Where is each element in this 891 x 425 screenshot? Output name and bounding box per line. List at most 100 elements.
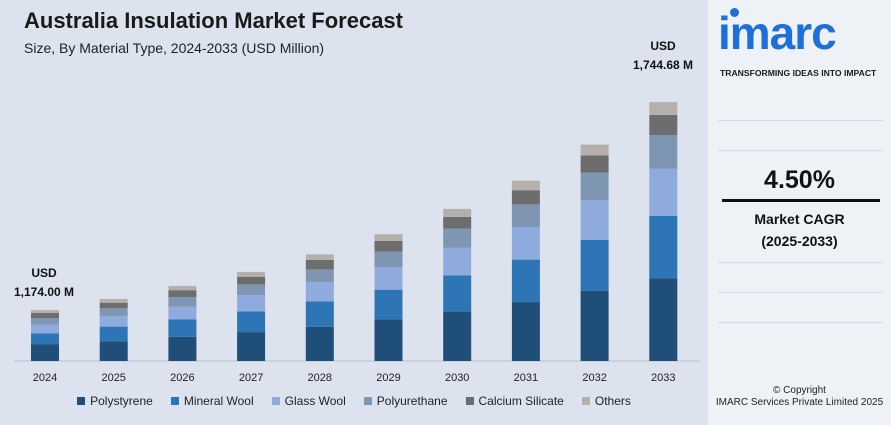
bar-segment-2031-polyurethane xyxy=(511,204,540,227)
bar-segment-2028-mineral-wool xyxy=(305,301,334,327)
bar-segment-2029-others xyxy=(374,234,403,241)
bar-segment-2030-calcium-silicate xyxy=(443,216,472,229)
bar-segment-2025-others xyxy=(99,298,128,303)
x-tick-label-2025: 2025 xyxy=(101,372,125,384)
copyright-line-1: © Copyright xyxy=(773,385,826,396)
chart-legend: Polystyrene Mineral Wool Glass Wool Polyure… xyxy=(0,394,708,408)
bar-segment-2033-calcium-silicate xyxy=(649,114,678,135)
legend-item-others: Others xyxy=(581,394,631,408)
x-tick-label-2030: 2030 xyxy=(445,372,469,384)
page-title: Australia Insulation Market Forecast xyxy=(24,8,403,33)
legend-item-calcium-silicate: Calcium Silicate xyxy=(465,394,564,408)
bar-segment-2032-polyurethane xyxy=(580,172,609,201)
x-tick-label-2026: 2026 xyxy=(170,372,194,384)
bar-segment-2033-polyurethane xyxy=(649,135,678,169)
copyright-line-2: IMARC Services Private Limited 2025 xyxy=(715,397,884,408)
bar-segment-2030-polystyrene xyxy=(443,311,472,361)
bar-segment-2033-mineral-wool xyxy=(649,215,678,279)
bar-segment-2024-others xyxy=(31,310,59,313)
bar-segment-2032-mineral-wool xyxy=(580,239,609,291)
bar-segment-2029-glass-wool xyxy=(374,267,403,290)
bar-segment-2030-mineral-wool xyxy=(443,275,472,312)
bar-segment-2029-mineral-wool xyxy=(374,289,403,320)
cagr-value: 4.50% xyxy=(764,166,835,194)
legend-label-polyurethane: Polyurethane xyxy=(376,394,448,408)
bar-segment-2027-glass-wool xyxy=(237,295,266,312)
logo-dot-icon xyxy=(730,8,739,17)
legend-swatch-glass-wool xyxy=(271,397,280,405)
legend-swatch-others xyxy=(581,397,590,405)
x-tick-label-2029: 2029 xyxy=(376,372,400,384)
bar-segment-2026-polyurethane xyxy=(168,297,197,307)
cagr-period: (2025-2033) xyxy=(761,233,838,249)
bar-segment-2031-polystyrene xyxy=(511,302,540,361)
bar-segment-2028-polystyrene xyxy=(305,326,334,361)
bar-segment-2024-glass-wool xyxy=(31,324,59,334)
bar-segment-2027-calcium-silicate xyxy=(237,276,266,285)
start-value-annotation: USD 1,174.00 M xyxy=(4,264,84,302)
cagr-divider xyxy=(722,199,880,202)
bar-segment-2027-others xyxy=(237,271,266,277)
end-value-currency: USD xyxy=(650,39,676,53)
bar-segment-2027-mineral-wool xyxy=(237,311,266,333)
bar-segment-2029-polystyrene xyxy=(374,319,403,361)
logo-wordmark: imarc xyxy=(718,7,837,59)
bar-segment-2026-others xyxy=(168,285,197,291)
end-value-annotation: USD 1,744.68 M xyxy=(621,37,705,75)
bar-segment-2025-glass-wool xyxy=(99,315,128,327)
x-tick-label-2031: 2031 xyxy=(514,372,538,384)
x-tick-label-2032: 2032 xyxy=(582,372,606,384)
bar-segment-2026-calcium-silicate xyxy=(168,290,197,297)
legend-swatch-polystyrene xyxy=(77,397,86,405)
legend-label-polystyrene: Polystyrene xyxy=(90,394,153,408)
bar-segment-2033-polystyrene xyxy=(649,278,678,361)
x-tick-label-2033: 2033 xyxy=(651,372,675,384)
legend-label-glass-wool: Glass Wool xyxy=(284,394,346,408)
bar-segment-2029-calcium-silicate xyxy=(374,241,403,252)
bar-segment-2024-mineral-wool xyxy=(31,333,59,345)
x-tick-label-2028: 2028 xyxy=(308,372,332,384)
bar-segment-2032-glass-wool xyxy=(580,200,609,240)
bar-segment-2029-polyurethane xyxy=(374,251,403,268)
start-value-currency: USD xyxy=(31,266,57,280)
cagr-label: Market CAGR xyxy=(754,211,845,227)
bar-segment-2032-polystyrene xyxy=(580,290,609,361)
bar-segment-2033-others xyxy=(649,102,678,115)
bar-segment-2031-mineral-wool xyxy=(511,259,540,303)
start-value-amount: 1,174.00 M xyxy=(13,285,75,299)
bar-segment-2031-calcium-silicate xyxy=(511,190,540,205)
legend-item-polystyrene: Polystyrene xyxy=(77,394,153,408)
info-panel: imarc TRANSFORMING IDEAS INTO IMPACT 4.5… xyxy=(708,0,891,425)
bar-segment-2030-glass-wool xyxy=(443,247,472,276)
brand-tagline: TRANSFORMING IDEAS INTO IMPACT xyxy=(720,68,877,78)
legend-label-mineral-wool: Mineral Wool xyxy=(183,394,254,408)
bar-segment-2025-polyurethane xyxy=(99,308,128,316)
end-value-amount: 1,744.68 M xyxy=(632,58,694,72)
legend-label-calcium-silicate: Calcium Silicate xyxy=(478,394,564,408)
legend-item-mineral-wool: Mineral Wool xyxy=(170,394,254,408)
bar-segment-2025-mineral-wool xyxy=(99,326,128,342)
x-tick-label-2027: 2027 xyxy=(239,372,263,384)
bar-segment-2026-polystyrene xyxy=(168,336,197,361)
bar-segment-2032-others xyxy=(580,144,609,156)
bar-segment-2024-polyurethane xyxy=(31,318,59,325)
bar-segment-2031-others xyxy=(511,180,540,191)
copyright-notice: © Copyright IMARC Services Private Limit… xyxy=(708,385,891,409)
bar-segment-2030-polyurethane xyxy=(443,228,472,248)
stacked-bar-chart: 2024 2025 2026 2027 2028 2029 2030 2031 2032 2033 xyxy=(14,102,700,384)
bar-segment-2028-polyurethane xyxy=(305,269,334,283)
imarc-logo: imarc xyxy=(718,2,888,64)
bar-segment-2025-polystyrene xyxy=(99,341,128,361)
legend-item-glass-wool: Glass Wool xyxy=(271,394,346,408)
x-tick-label-2024: 2024 xyxy=(33,372,57,384)
bar-segment-2024-calcium-silicate xyxy=(31,313,59,318)
bar-segment-2024-polystyrene xyxy=(31,344,59,361)
bar-segment-2028-others xyxy=(305,254,334,260)
page-subtitle: Size, By Material Type, 2024-2033 (USD M… xyxy=(24,40,325,56)
bar-segment-2028-calcium-silicate xyxy=(305,260,334,270)
bar-segment-2026-mineral-wool xyxy=(168,319,197,337)
legend-label-others: Others xyxy=(594,394,631,408)
bar-segment-2030-others xyxy=(443,208,472,217)
legend-item-polyurethane: Polyurethane xyxy=(363,394,448,408)
bar-segment-2032-calcium-silicate xyxy=(580,155,609,173)
